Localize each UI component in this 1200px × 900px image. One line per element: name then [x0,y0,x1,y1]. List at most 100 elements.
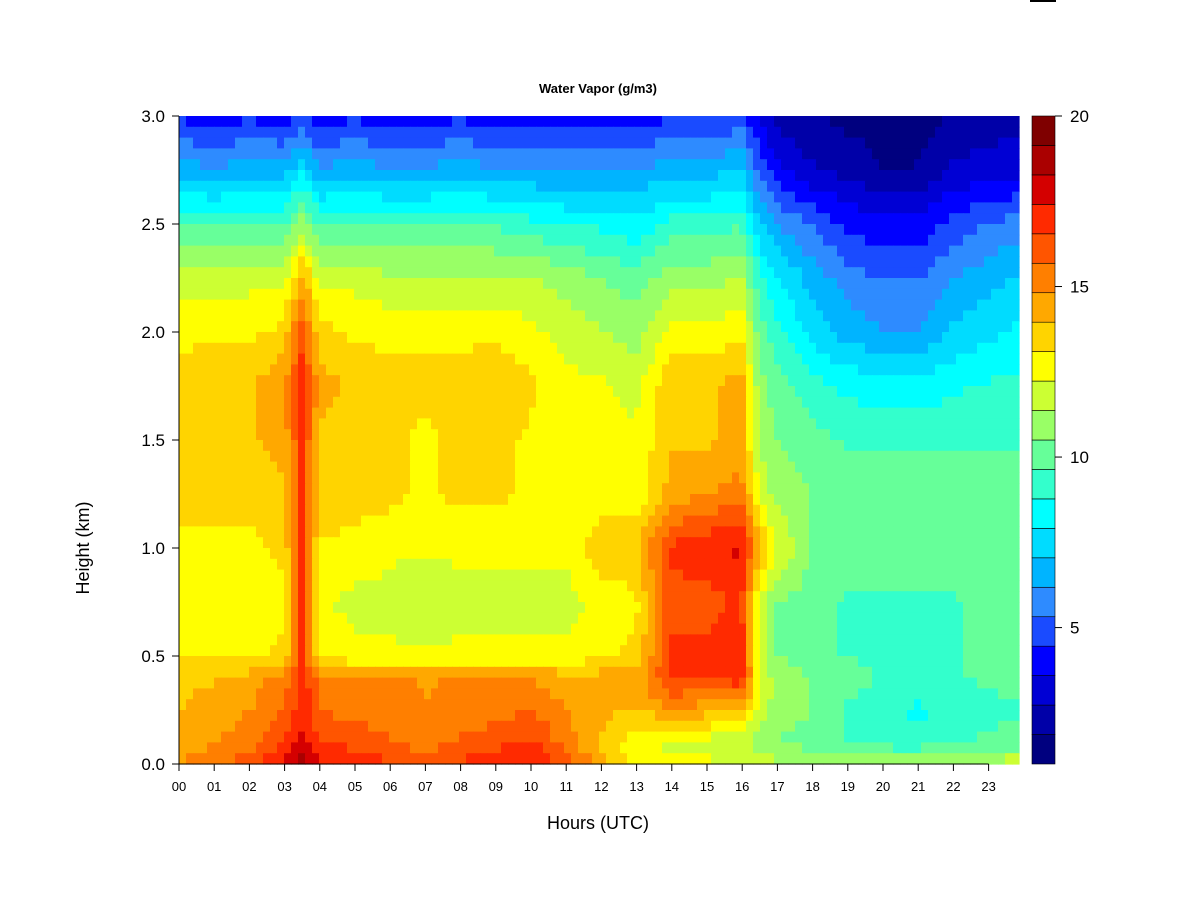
heatmap-cell [522,386,530,398]
heatmap-cell [466,191,474,203]
heatmap-cell [781,256,789,268]
heatmap-cell [837,180,845,193]
heatmap-cell [291,180,299,193]
heatmap-cell [662,299,670,311]
heatmap-cell [242,429,250,441]
heatmap-cell [774,548,782,560]
heatmap-cell [641,278,649,290]
heatmap-cell [858,278,866,290]
heatmap-cell [942,450,950,463]
heatmap-cell [718,278,726,290]
heatmap-cell [501,245,509,257]
heatmap-cell [298,353,306,365]
heatmap-cell [508,375,516,387]
heatmap-cell [949,202,957,214]
heatmap-cell [718,450,726,463]
heatmap-cell [802,515,810,527]
heatmap-cell [844,418,852,430]
heatmap-cell [788,386,796,398]
heatmap-cell [536,267,544,279]
heatmap-cell [949,537,957,549]
heatmap-cell [578,148,586,160]
heatmap-cell [627,515,635,527]
heatmap-cell [809,515,817,527]
heatmap-cell [732,526,740,538]
heatmap-cell [1012,137,1020,149]
heatmap-cell [431,342,439,355]
heatmap-cell [557,310,565,322]
heatmap-cell [767,116,775,128]
heatmap-cell [249,116,257,128]
heatmap-cell [508,364,516,376]
heatmap-cell [970,407,978,419]
heatmap-cell [942,418,950,430]
heatmap-cell [347,299,355,311]
heatmap-cell [844,224,852,236]
heatmap-cell [473,234,481,247]
heatmap-cell [319,137,327,149]
heatmap-cell [438,526,446,538]
heatmap-cell [634,440,642,452]
heatmap-cell [186,170,194,182]
heatmap-cell [522,299,530,311]
heatmap-cell [578,558,586,571]
heatmap-cell [662,267,670,279]
heatmap-cell [459,245,467,257]
heatmap-cell [543,245,551,257]
heatmap-cell [228,504,236,517]
heatmap-cell [193,332,201,344]
heatmap-cell [515,440,523,452]
heatmap-cell [816,375,824,387]
heatmap-cell [669,170,677,182]
heatmap-cell [662,202,670,214]
heatmap-cell [186,267,194,279]
heatmap-cell [949,548,957,560]
heatmap-cell [683,224,691,236]
heatmap-cell [886,299,894,311]
heatmap-cell [641,558,649,571]
heatmap-cell [214,450,222,463]
heatmap-cell [662,116,670,128]
heatmap-cell [886,310,894,322]
heatmap-cell [690,310,698,322]
heatmap-cell [529,191,537,203]
heatmap-cell [291,386,299,398]
heatmap-cell [200,159,208,171]
heatmap-cell [711,353,719,365]
heatmap-cell [249,321,257,333]
heatmap-cell [879,245,887,257]
heatmap-cell [816,364,824,376]
heatmap-cell [319,407,327,419]
heatmap-cell [641,450,649,463]
heatmap-cell [879,537,887,549]
heatmap-cell [578,440,586,452]
heatmap-cell [466,494,474,506]
heatmap-cell [781,396,789,409]
heatmap-cell [501,483,509,495]
heatmap-cell [921,148,929,160]
heatmap-cell [326,558,334,571]
heatmap-cell [886,407,894,419]
heatmap-cell [536,504,544,517]
heatmap-cell [837,245,845,257]
heatmap-cell [270,180,278,193]
heatmap-cell [242,310,250,322]
heatmap-cell [907,256,915,268]
heatmap-cell [270,375,278,387]
heatmap-cell [221,202,229,214]
heatmap-cell [305,526,313,538]
heatmap-cell [914,386,922,398]
heatmap-cell [536,191,544,203]
heatmap-cell [879,116,887,128]
heatmap-cell [417,299,425,311]
heatmap-cell [550,526,558,538]
heatmap-cell [935,332,943,344]
heatmap-cell [235,450,243,463]
heatmap-cell [368,504,376,517]
heatmap-cell [928,137,936,149]
heatmap-cell [200,342,208,355]
heatmap-cell [529,267,537,279]
heatmap-cell [802,504,810,517]
heatmap-cell [865,461,873,473]
heatmap-cell [550,494,558,506]
